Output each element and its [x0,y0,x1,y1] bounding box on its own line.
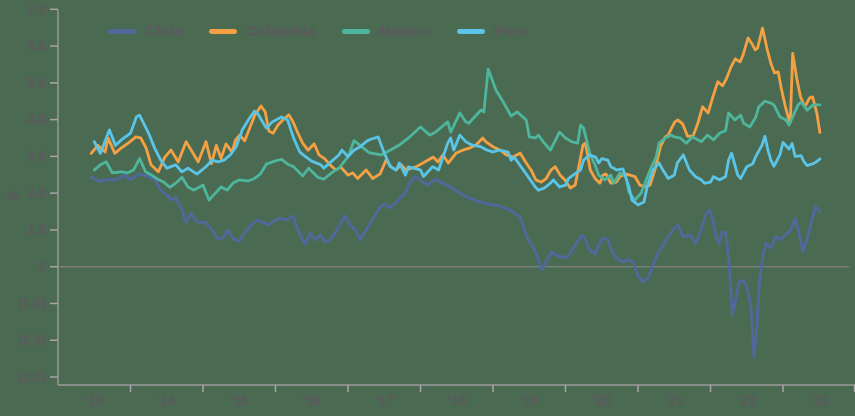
legend-line-swatch-chile [108,29,136,34]
chart-legend: Chile Colombia Mexico Peru [108,23,528,40]
legend-item-chile: Chile [108,23,183,40]
y-tick-label: 5.0 [27,75,46,90]
series-line-mexico [92,67,822,202]
series-line-colombia [89,26,822,190]
legend-label-mexico: Mexico [378,23,431,40]
legend-item-colombia: Colombia [208,23,316,40]
y-tick-label: (1.0) [18,296,46,311]
x-tick-label: '14 [158,393,177,408]
y-tick-label: 7.0 [27,2,46,17]
legend-line-swatch-mexico [341,29,370,34]
x-tick-label: '18 [448,393,467,408]
x-tick-label: '13 [85,393,104,408]
x-tick-label: '19 [520,393,538,408]
y-tick-label: (2.0) [18,333,46,348]
x-tick-label: '15 [230,393,249,408]
legend-line-swatch-colombia [208,29,237,34]
y-axis-title: % [7,187,20,203]
legend-line-swatch-peru [456,29,485,34]
series-lines [89,26,822,359]
x-tick-label: '16 [303,393,322,408]
series-line-chile [89,172,822,359]
legend-item-peru: Peru [456,23,528,40]
series-line-peru [92,109,822,207]
y-tick-label: 4.0 [27,112,46,127]
x-axis-ticks: '13 '14 '15 '16 '17 '18 '19 '20 '21 '22 '23 [85,385,855,408]
y-axis-ticks: 7.0 6.0 5.0 4.0 3.0 2.0 1.0 0 (1.0) (2.0) (3.0) [18,2,58,385]
y-tick-label: 1.0 [27,222,46,237]
x-tick-label: '20 [593,393,611,408]
legend-label-peru: Peru [493,23,528,40]
y-tick-label: 6.0 [27,39,46,54]
x-tick-label: '17 [375,393,393,408]
x-tick-label: '23 [810,393,829,408]
y-tick-label: 0 [38,259,46,274]
x-tick-label: '22 [738,393,756,408]
y-tick-label: 3.0 [27,149,46,164]
y-tick-label: 2.0 [27,186,46,201]
y-tick-label: (3.0) [18,370,46,385]
legend-item-mexico: Mexico [341,23,431,40]
legend-label-colombia: Colombia [245,23,316,40]
x-tick-label: '21 [665,393,684,408]
axes [57,10,855,386]
legend-label-chile: Chile [145,23,183,40]
